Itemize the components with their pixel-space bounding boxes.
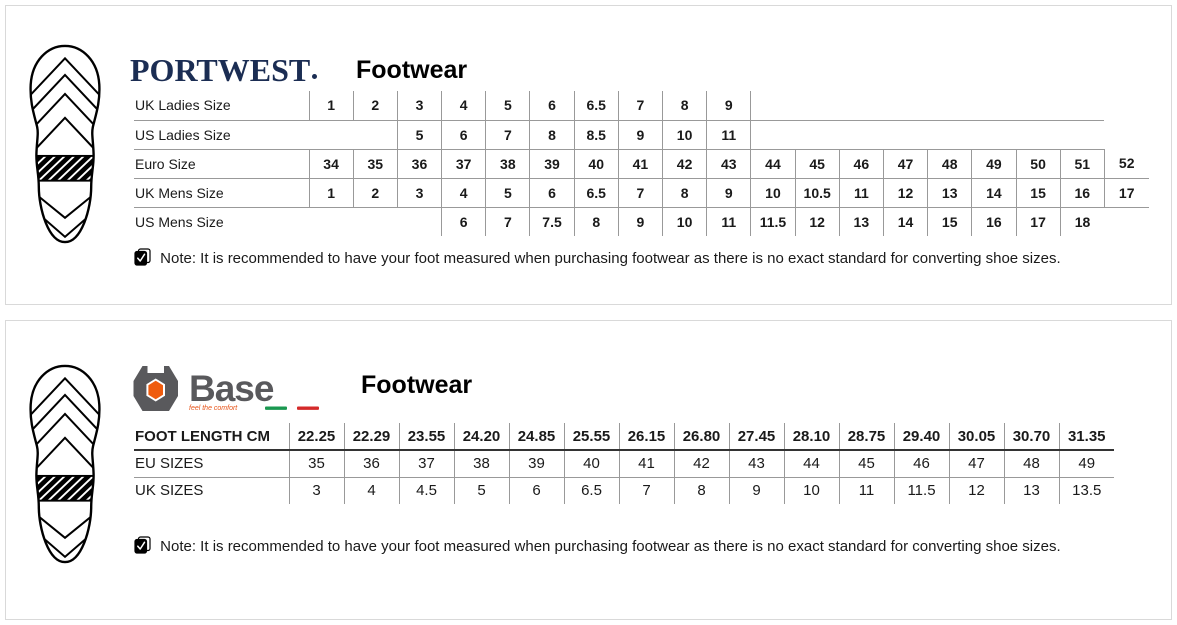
- svg-text:Base: Base: [189, 368, 274, 409]
- svg-text:feel the comfort: feel the comfort: [189, 405, 238, 412]
